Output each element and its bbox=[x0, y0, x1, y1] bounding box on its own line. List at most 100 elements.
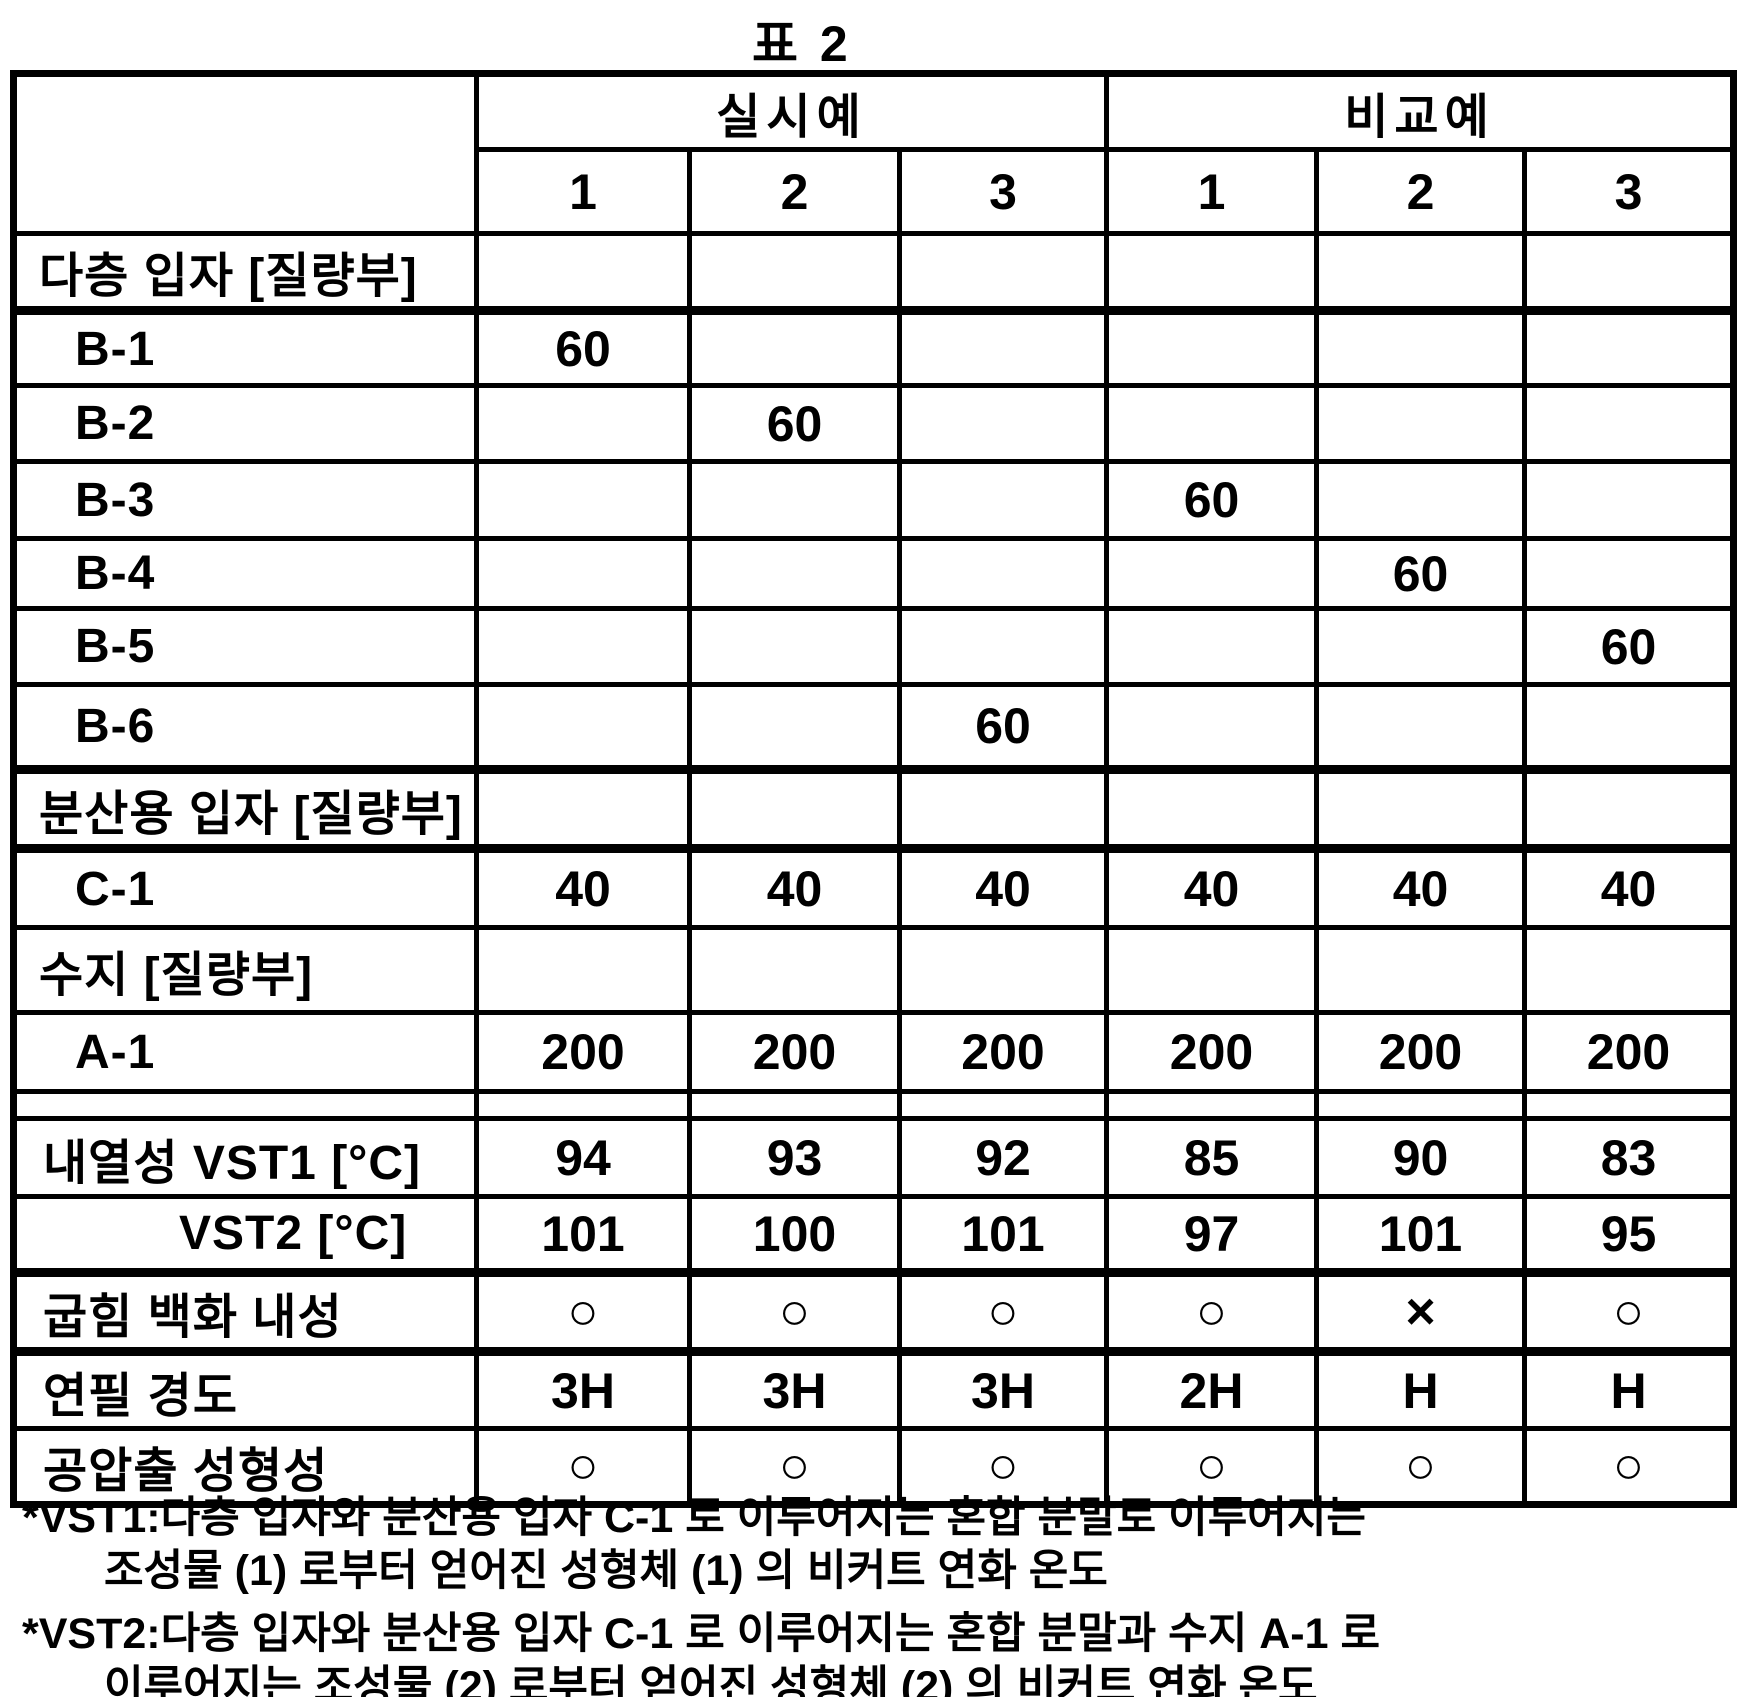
footnote-vst1: *VST1:다층 입자와 분산용 입자 C-1 로 이루어지는 혼합 분말로 이… bbox=[22, 1492, 1380, 1598]
table-row-section-dispersion: 분산용 입자 [질량부] bbox=[11, 765, 1737, 851]
table-cell bbox=[687, 231, 902, 313]
header-group-row: 실시예 비교예 bbox=[11, 71, 1737, 236]
row-label: B-4 bbox=[11, 536, 479, 611]
table-cell: 101 bbox=[1314, 1194, 1527, 1275]
table-cell: ○ bbox=[897, 1426, 1109, 1507]
table-cell bbox=[687, 459, 902, 541]
table-cell bbox=[474, 383, 692, 464]
table-cell bbox=[474, 925, 692, 1015]
row-label: B-3 bbox=[11, 459, 479, 541]
footnote-text: 이루어지는 조성물 (2) 로부터 얻어진 성형체 (2) 의 비커트 연화 온… bbox=[104, 1663, 1318, 1697]
table-cell: ○ bbox=[474, 1268, 692, 1354]
corner-cell bbox=[11, 71, 479, 236]
table-cell bbox=[1521, 383, 1737, 464]
row-label: VST2 [°C] bbox=[11, 1194, 479, 1275]
table-row-section-multilayer: 다층 입자 [질량부] bbox=[11, 231, 1737, 313]
table-cell: ○ bbox=[1521, 1268, 1737, 1354]
table-cell: 97 bbox=[1104, 1194, 1319, 1275]
table-cell bbox=[1521, 765, 1737, 851]
table-cell: ○ bbox=[687, 1426, 902, 1507]
table-cell bbox=[1521, 306, 1737, 388]
table-title: 표 2 bbox=[752, 16, 852, 72]
table-cell bbox=[1104, 765, 1319, 851]
table-row-b1: B-1 60 bbox=[11, 306, 1737, 388]
table-cell bbox=[687, 682, 902, 772]
table-cell bbox=[1104, 383, 1319, 464]
table-cell bbox=[897, 306, 1109, 388]
table-cell bbox=[687, 925, 902, 1015]
table-cell: 100 bbox=[687, 1194, 902, 1275]
table-cell: 93 bbox=[687, 1116, 902, 1199]
table-cell bbox=[897, 459, 1109, 541]
table-cell: 60 bbox=[1104, 459, 1319, 541]
table-cell bbox=[474, 606, 692, 687]
table-row-spacer bbox=[11, 1089, 1737, 1121]
results-table: 실시예 비교예 1 2 3 1 2 3 다층 입자 [질량부] bbox=[10, 70, 1738, 1508]
table-cell: 200 bbox=[897, 1010, 1109, 1094]
table-cell: × bbox=[1314, 1268, 1527, 1354]
footnote-line: *VST2:다층 입자와 분산용 입자 C-1 로 이루어지는 혼합 분말과 수… bbox=[22, 1608, 1380, 1661]
row-label: 공압출 성형성 bbox=[11, 1426, 479, 1507]
table-cell: 101 bbox=[474, 1194, 692, 1275]
table-row-a1: A-1 200 200 200 200 200 200 bbox=[11, 1010, 1737, 1094]
table-cell: 2H bbox=[1104, 1347, 1319, 1431]
row-label: B-2 bbox=[11, 383, 479, 464]
row-label: A-1 bbox=[11, 1010, 479, 1094]
footnote-vst2: *VST2:다층 입자와 분산용 입자 C-1 로 이루어지는 혼합 분말과 수… bbox=[22, 1608, 1380, 1697]
table-cell bbox=[1314, 383, 1527, 464]
footnotes: *VST1:다층 입자와 분산용 입자 C-1 로 이루어지는 혼합 분말로 이… bbox=[22, 1492, 1380, 1697]
table-cell bbox=[474, 231, 692, 313]
table-cell bbox=[474, 765, 692, 851]
table-cell: 40 bbox=[474, 844, 692, 930]
column-header-example-1: 1 bbox=[474, 147, 692, 236]
table-cell: 95 bbox=[1521, 1194, 1737, 1275]
table-row-b2: B-2 60 bbox=[11, 383, 1737, 464]
table-cell: ○ bbox=[474, 1426, 692, 1507]
table-cell bbox=[897, 536, 1109, 611]
table-cell bbox=[687, 606, 902, 687]
table-cell: 200 bbox=[687, 1010, 902, 1094]
footnote-text: 다층 입자와 분산용 입자 C-1 로 이루어지는 혼합 분말과 수지 A-1 … bbox=[160, 1610, 1381, 1658]
table-cell bbox=[1521, 536, 1737, 611]
table-cell bbox=[1521, 925, 1737, 1015]
table-cell bbox=[474, 682, 692, 772]
table-row-section-resin: 수지 [질량부] bbox=[11, 925, 1737, 1015]
row-label: 내열성 VST1 [°C] bbox=[11, 1116, 479, 1199]
table-cell bbox=[897, 383, 1109, 464]
table-row-pencil-hardness: 연필 경도 3H 3H 3H 2H H H bbox=[11, 1347, 1737, 1431]
table-cell bbox=[1521, 682, 1737, 772]
table-cell: H bbox=[1521, 1347, 1737, 1431]
table-cell: ○ bbox=[1314, 1426, 1527, 1507]
table-cell: 200 bbox=[474, 1010, 692, 1094]
footnote-line: *VST1:다층 입자와 분산용 입자 C-1 로 이루어지는 혼합 분말로 이… bbox=[22, 1492, 1380, 1545]
table-row-b6: B-6 60 bbox=[11, 682, 1737, 772]
table-cell bbox=[1314, 459, 1527, 541]
row-label: 연필 경도 bbox=[11, 1347, 479, 1431]
table-cell: ○ bbox=[1521, 1426, 1737, 1507]
row-label: C-1 bbox=[11, 844, 479, 930]
table-cell: ○ bbox=[897, 1268, 1109, 1354]
table-row-b3: B-3 60 bbox=[11, 459, 1737, 541]
table-cell bbox=[1104, 606, 1319, 687]
table-cell bbox=[1314, 606, 1527, 687]
table-cell bbox=[687, 1089, 902, 1121]
column-header-comparative-1: 1 bbox=[1104, 147, 1319, 236]
table-cell: 40 bbox=[897, 844, 1109, 930]
table-cell: 3H bbox=[687, 1347, 902, 1431]
table-cell bbox=[1314, 765, 1527, 851]
table-cell: 40 bbox=[1104, 844, 1319, 930]
table-cell: 60 bbox=[1314, 536, 1527, 611]
table-cell: 40 bbox=[1314, 844, 1527, 930]
table-row-vst1: 내열성 VST1 [°C] 94 93 92 85 90 83 bbox=[11, 1116, 1737, 1199]
footnote-text: 다층 입자와 분산용 입자 C-1 로 이루어지는 혼합 분말로 이루어지는 bbox=[160, 1494, 1366, 1542]
header-number-row: 1 2 3 1 2 3 bbox=[14, 147, 1737, 236]
table-cell: 3H bbox=[897, 1347, 1109, 1431]
table-cell: 40 bbox=[687, 844, 902, 930]
table-cell: 60 bbox=[687, 383, 902, 464]
column-group-examples: 실시예 bbox=[474, 71, 1109, 152]
table-cell bbox=[1521, 1089, 1737, 1121]
table-cell: 60 bbox=[474, 306, 692, 388]
column-header-comparative-3: 3 bbox=[1521, 147, 1737, 236]
table-cell bbox=[1521, 231, 1737, 313]
